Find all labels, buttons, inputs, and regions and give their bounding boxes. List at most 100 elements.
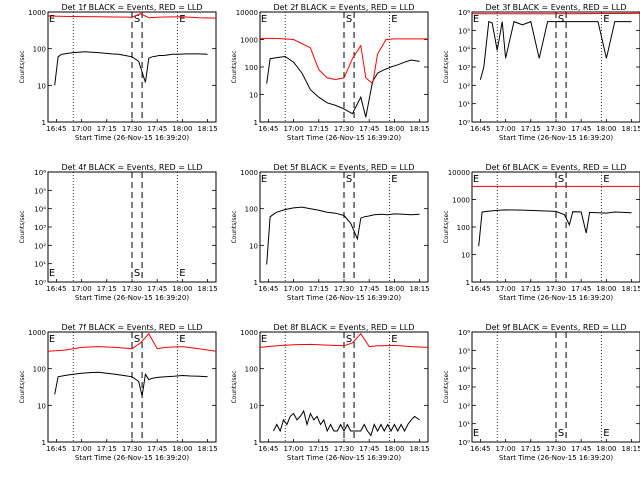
x-tick-label: 18:00 — [384, 445, 404, 453]
x-tick-label: 17:00 — [496, 285, 516, 293]
event-marker-e: E — [603, 428, 609, 439]
y-axis-label: Counts/sec — [19, 50, 26, 83]
event-marker-s: S — [134, 334, 140, 345]
x-tick-label: 16:45 — [470, 125, 490, 133]
x-tick-label: 17:00 — [72, 125, 92, 133]
y-tick-label: 1 — [466, 279, 470, 287]
x-tick-label: 16:45 — [258, 445, 278, 453]
x-tick-label: 17:15 — [97, 445, 117, 453]
event-marker-e: E — [391, 174, 397, 185]
event-marker-s: S — [558, 14, 564, 25]
event-marker-s: S — [134, 268, 140, 279]
x-axis-label: Start Time (26-Nov-15 16:39:20) — [287, 454, 401, 462]
event-marker-e: E — [603, 14, 609, 25]
x-axis-label: Start Time (26-Nov-15 16:39:20) — [287, 134, 401, 142]
x-tick-label: 17:45 — [571, 285, 591, 293]
x-tick-label: 17:30 — [546, 445, 566, 453]
y-tick-label: 10³ — [34, 224, 46, 232]
panel-det-4: Det 4f BLACK = Events, RED = LLD 10⁰ 10¹ 10… — [19, 163, 218, 302]
x-tick-label: 17:45 — [147, 125, 167, 133]
y-tick-label: 10⁰ — [458, 439, 470, 447]
x-tick-label: 17:15 — [309, 445, 329, 453]
event-marker-s: S — [558, 428, 564, 439]
panel-det-3: Det 3f BLACK = Events, RED = LLD 10⁰ 10¹ 10… — [443, 3, 640, 142]
y-tick-label: 1000 — [28, 329, 46, 337]
y-tick-label: 10 — [249, 242, 258, 250]
y-axis-label: Counts/sec — [443, 370, 450, 403]
x-tick-label: 17:15 — [309, 285, 329, 293]
series-events — [478, 209, 632, 247]
x-tick-label: 18:00 — [172, 285, 192, 293]
event-marker-e: E — [179, 14, 185, 25]
y-tick-label: 10¹ — [34, 261, 46, 269]
y-axis-label: Counts/sec — [19, 370, 26, 403]
x-tick-label: 18:15 — [198, 285, 218, 293]
x-tick-label: 18:00 — [384, 125, 404, 133]
event-marker-e: E — [179, 268, 185, 279]
series-lld — [47, 332, 217, 352]
y-axis-label: Counts/sec — [231, 50, 238, 83]
y-tick-label: 10000 — [236, 9, 258, 17]
x-tick-label: 17:45 — [147, 445, 167, 453]
y-tick-label: 1 — [254, 119, 258, 127]
x-tick-label: 18:00 — [172, 445, 192, 453]
y-tick-label: 1 — [42, 119, 46, 127]
y-tick-label: 100 — [33, 46, 46, 54]
x-tick-label: 17:30 — [122, 285, 142, 293]
panel-det-1: Det 1f BLACK = Events, RED = LLD 1 10 100 10… — [19, 3, 218, 142]
panel-det-9: Det 9f BLACK = Events, RED = LLD 10⁰ 10¹ 10… — [443, 323, 640, 462]
y-tick-label: 1000 — [240, 169, 258, 177]
x-tick-label: 17:00 — [496, 445, 516, 453]
y-tick-label: 100 — [245, 64, 258, 72]
x-axis-label: Start Time (26-Nov-15 16:39:20) — [499, 134, 613, 142]
x-tick-label: 18:00 — [596, 125, 616, 133]
x-tick-label: 17:30 — [334, 445, 354, 453]
panel-title: Det 3f BLACK = Events, RED = LLD — [485, 3, 626, 12]
y-tick-label: 10⁶ — [34, 169, 46, 177]
x-tick-label: 17:15 — [521, 445, 541, 453]
x-tick-label: 18:15 — [198, 125, 218, 133]
series-lld — [259, 332, 429, 348]
series-events — [54, 51, 208, 86]
x-tick-label: 17:15 — [97, 285, 117, 293]
y-tick-label: 10 — [249, 402, 258, 410]
event-marker-e: E — [391, 14, 397, 25]
x-tick-label: 16:45 — [470, 285, 490, 293]
event-marker-e: E — [49, 14, 55, 25]
y-tick-label: 10 — [37, 82, 46, 90]
y-tick-label: 10² — [34, 242, 46, 250]
x-tick-label: 16:45 — [46, 125, 66, 133]
x-tick-label: 16:45 — [258, 125, 278, 133]
y-tick-label: 10⁰ — [34, 279, 46, 287]
panel-det-7: Det 7f BLACK = Events, RED = LLD 1 10 100 10… — [19, 323, 218, 462]
x-axis-label: Start Time (26-Nov-15 16:39:20) — [499, 294, 613, 302]
panel-det-8: Det 8f BLACK = Events, RED = LLD 1 10 100 10… — [231, 323, 430, 462]
y-axis-label: Counts/sec — [231, 370, 238, 403]
x-tick-label: 17:00 — [284, 445, 304, 453]
y-tick-label: 1000 — [240, 329, 258, 337]
x-tick-label: 17:30 — [546, 285, 566, 293]
y-tick-label: 1000 — [28, 9, 46, 17]
y-tick-label: 10¹ — [458, 101, 470, 109]
x-tick-label: 17:15 — [309, 125, 329, 133]
x-tick-label: 17:00 — [284, 125, 304, 133]
x-tick-label: 17:30 — [334, 285, 354, 293]
y-tick-label: 10 — [249, 92, 258, 100]
event-marker-e: E — [391, 334, 397, 345]
y-tick-label: 10⁴ — [458, 46, 470, 54]
y-tick-label: 100 — [457, 224, 470, 232]
x-tick-label: 18:15 — [410, 285, 430, 293]
event-marker-s: S — [346, 14, 352, 25]
y-tick-label: 10⁵ — [458, 347, 470, 355]
x-tick-label: 17:00 — [72, 285, 92, 293]
panel-title: Det 1f BLACK = Events, RED = LLD — [61, 3, 202, 12]
x-tick-label: 17:30 — [334, 125, 354, 133]
y-tick-label: 1 — [42, 439, 46, 447]
series-events — [266, 55, 420, 118]
panel-title: Det 8f BLACK = Events, RED = LLD — [273, 323, 414, 332]
x-tick-label: 17:00 — [72, 445, 92, 453]
x-axis-label: Start Time (26-Nov-15 16:39:20) — [75, 134, 189, 142]
x-tick-label: 17:00 — [284, 285, 304, 293]
panel-det-6: Det 6f BLACK = Events, RED = LLD 1 10 100 10… — [443, 163, 640, 302]
